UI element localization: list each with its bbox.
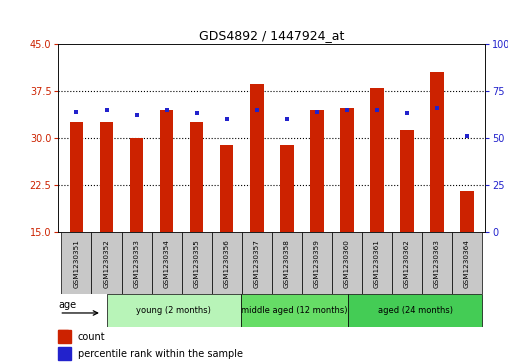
Bar	[58, 347, 71, 360]
Bar	[422, 232, 452, 294]
Bar	[61, 232, 91, 294]
Bar	[182, 232, 212, 294]
Text: GSM1230364: GSM1230364	[464, 239, 470, 287]
Bar	[242, 232, 272, 294]
Text: GSM1230360: GSM1230360	[344, 239, 350, 287]
Bar	[392, 232, 422, 294]
Bar	[332, 232, 362, 294]
Text: age: age	[58, 301, 77, 310]
Text: percentile rank within the sample: percentile rank within the sample	[78, 349, 243, 359]
Bar	[272, 232, 302, 294]
Bar	[452, 232, 482, 294]
Text: GSM1230363: GSM1230363	[434, 239, 440, 287]
Bar	[91, 232, 121, 294]
Bar	[280, 145, 294, 232]
Text: GSM1230353: GSM1230353	[134, 239, 140, 287]
Bar	[70, 122, 83, 232]
Bar	[151, 232, 182, 294]
Bar	[58, 330, 68, 342]
Bar	[121, 232, 151, 294]
Text: GSM1230355: GSM1230355	[194, 239, 200, 287]
Bar	[130, 138, 143, 232]
Bar	[348, 294, 483, 327]
Text: GSM1230351: GSM1230351	[74, 239, 79, 287]
Bar	[107, 294, 241, 327]
Text: count: count	[78, 332, 105, 342]
Bar	[430, 72, 444, 232]
Text: GSM1230358: GSM1230358	[284, 239, 290, 287]
Text: GSM1230354: GSM1230354	[164, 239, 170, 287]
Bar	[190, 122, 203, 232]
Bar	[370, 87, 384, 232]
Bar	[340, 108, 354, 232]
Bar	[220, 146, 234, 232]
Text: GSM1230362: GSM1230362	[404, 239, 410, 287]
Title: GDS4892 / 1447924_at: GDS4892 / 1447924_at	[199, 29, 344, 42]
Bar	[400, 130, 414, 232]
Text: GSM1230361: GSM1230361	[374, 239, 380, 287]
Bar	[362, 232, 392, 294]
Bar	[160, 110, 173, 232]
Bar	[310, 110, 324, 232]
Bar	[250, 85, 264, 232]
Text: GSM1230357: GSM1230357	[254, 239, 260, 287]
Bar	[212, 232, 242, 294]
Text: middle aged (12 months): middle aged (12 months)	[241, 306, 348, 315]
Bar	[100, 122, 113, 232]
Text: aged (24 months): aged (24 months)	[378, 306, 453, 315]
Text: GSM1230356: GSM1230356	[224, 239, 230, 287]
Text: GSM1230352: GSM1230352	[104, 239, 110, 287]
Text: young (2 months): young (2 months)	[137, 306, 211, 315]
Bar	[58, 330, 71, 343]
Text: GSM1230359: GSM1230359	[314, 239, 320, 287]
Bar	[302, 232, 332, 294]
Bar	[460, 191, 474, 232]
Bar	[241, 294, 348, 327]
